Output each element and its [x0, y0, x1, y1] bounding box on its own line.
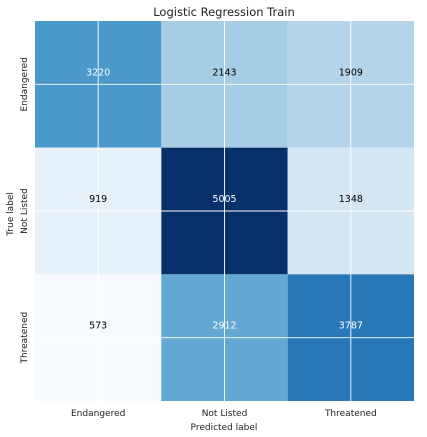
cell-value-label: 2143 [212, 67, 236, 78]
cell-value-label: 5005 [212, 194, 236, 205]
x-tick-label: Not Listed [202, 409, 248, 419]
cell-value-label: 2912 [212, 321, 236, 332]
cell-value-labels: 3220 2143 1909 919 5005 1348 573 2912 3787 [86, 67, 363, 331]
cell-value-label: 1909 [339, 67, 363, 78]
x-tick-label: Endangered [71, 409, 125, 419]
x-axis-label: Predicted label [191, 423, 258, 433]
chart-title: Logistic Regression Train [153, 5, 295, 19]
x-tick-labels: Endangered Not Listed Threatened [71, 409, 377, 419]
y-tick-label: Threatened [20, 312, 30, 365]
cell-value-label: 3220 [86, 67, 110, 78]
cell-value-label: 573 [89, 321, 107, 332]
y-tick-label: Endangered [20, 57, 30, 111]
cell-value-label: 3787 [339, 321, 363, 332]
gridlines [35, 21, 414, 401]
cell-value-label: 919 [89, 194, 107, 205]
y-tick-label: Not Listed [20, 188, 30, 234]
y-axis-label: True label [6, 192, 16, 237]
y-tick-labels: Endangered Not Listed Threatened [20, 57, 30, 364]
cell-value-label: 1348 [339, 194, 363, 205]
x-tick-label: Threatened [324, 409, 377, 419]
